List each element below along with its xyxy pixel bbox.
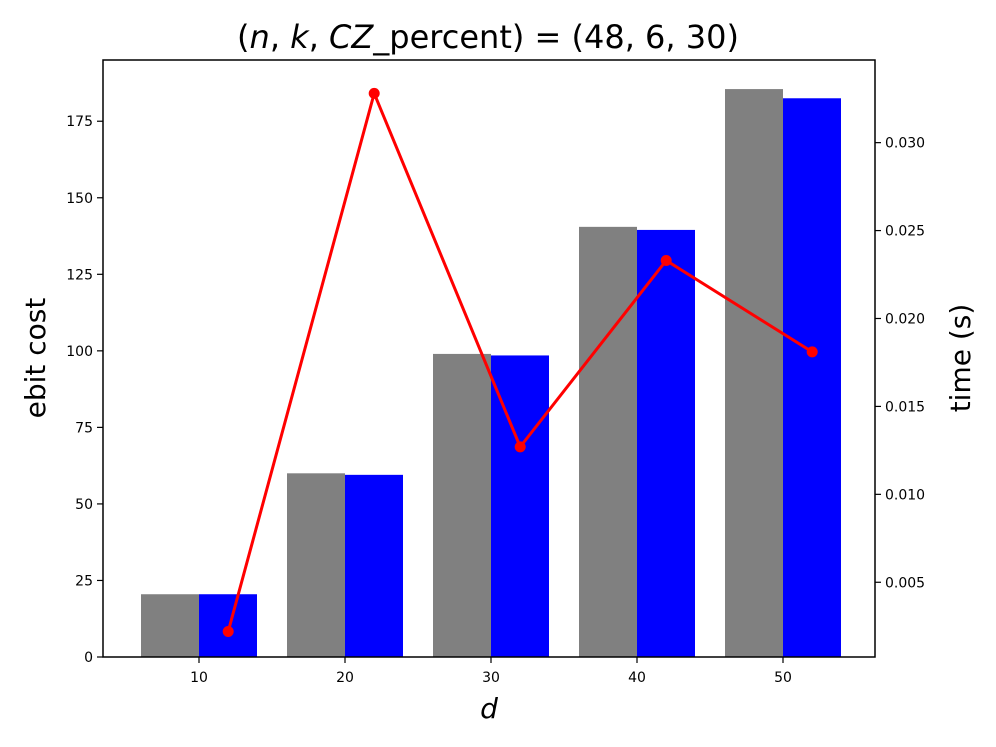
x-tick-label: 40 — [628, 670, 646, 686]
y-tick-label: 150 — [66, 191, 93, 207]
bar-s0-10 — [141, 594, 199, 657]
x-tick-label: 30 — [482, 670, 500, 686]
x-axis: 10 20 30 40 50 — [190, 657, 792, 686]
y-axis-left: 0 25 50 75 100 125 150 175 — [66, 114, 103, 666]
bars-group — [141, 89, 841, 658]
y2-tick-label: 0.015 — [885, 399, 925, 415]
bar-s1-40 — [637, 229, 695, 657]
y-axis-right: 0.005 0.010 0.015 0.020 0.025 0.030 — [875, 136, 925, 591]
bar-s0-50 — [725, 89, 783, 658]
y2-tick-label: 0.020 — [885, 311, 925, 327]
chart-title: (n, k, CZ_percent) = (48, 6, 30) — [237, 18, 739, 56]
bar-s1-50 — [783, 98, 841, 658]
bar-s0-30 — [433, 353, 491, 657]
y2-tick-label: 0.025 — [885, 224, 925, 240]
y-tick-label: 50 — [75, 497, 93, 513]
y2-tick-label: 0.005 — [885, 575, 925, 591]
time-point-3 — [660, 254, 672, 266]
bar-s1-20 — [345, 474, 403, 657]
y2-axis-label: time (s) — [944, 304, 977, 413]
y-tick-label: 100 — [66, 344, 93, 360]
bar-s1-30 — [491, 355, 549, 657]
x-axis-label: d — [480, 692, 498, 725]
bar-s0-40 — [579, 226, 637, 657]
y-tick-label: 25 — [75, 573, 93, 589]
time-point-1 — [368, 87, 380, 99]
bar-s0-20 — [287, 473, 345, 657]
time-point-2 — [514, 441, 526, 453]
x-tick-label: 20 — [336, 670, 354, 686]
y-tick-label: 75 — [75, 420, 93, 436]
y-axis-label: ebit cost — [19, 298, 52, 419]
y-tick-label: 0 — [84, 650, 93, 666]
time-point-0 — [222, 626, 234, 638]
y2-tick-label: 0.010 — [885, 487, 925, 503]
time-point-4 — [806, 346, 818, 358]
plot-frame — [102, 59, 876, 658]
y2-tick-label: 0.030 — [885, 136, 925, 152]
x-tick-label: 10 — [190, 670, 208, 686]
y-tick-label: 175 — [66, 114, 93, 130]
x-tick-label: 50 — [774, 670, 792, 686]
y-tick-label: 125 — [66, 267, 93, 283]
bar-s1-10 — [199, 594, 257, 657]
time-line-group — [222, 87, 818, 638]
